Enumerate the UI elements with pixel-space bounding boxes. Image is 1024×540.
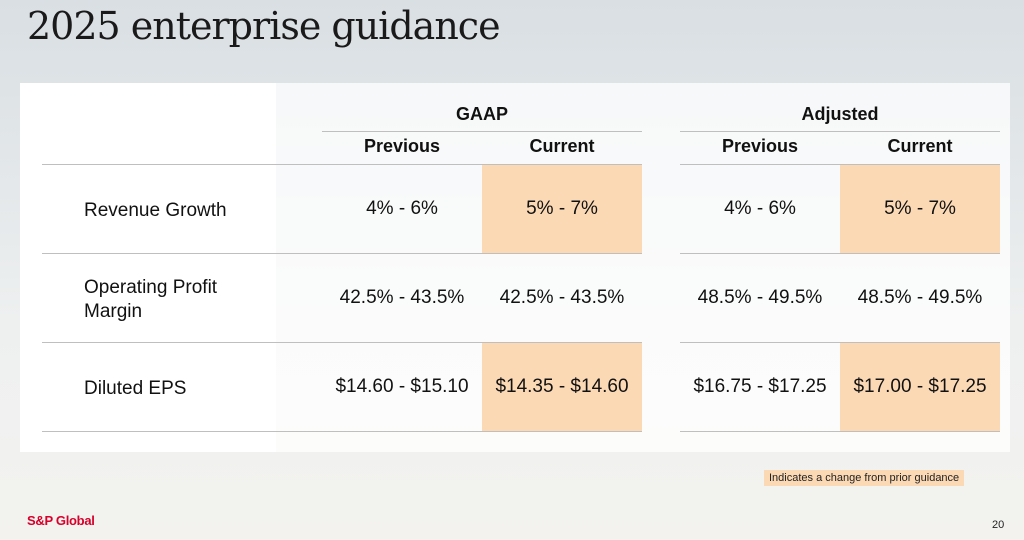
eps-gaap-previous: $14.60 - $15.10 [335, 376, 469, 397]
row-label-column [20, 83, 276, 452]
page-title: 2025 enterprise guidance [27, 4, 501, 48]
eps-adjusted-current: $17.00 - $17.25 [840, 343, 1000, 431]
row-divider [42, 342, 642, 343]
row-label-operating-profit-margin: Operating Profit Margin [84, 276, 217, 324]
row-label-line: Operating Profit [84, 277, 218, 298]
margin-gaap-current: 42.5% - 43.5% [499, 287, 625, 308]
row-label-line: Margin [84, 301, 143, 322]
row-divider [42, 431, 642, 432]
row-divider [680, 431, 1000, 432]
row-divider [42, 253, 642, 254]
eps-gaap-current: $14.35 - $14.60 [482, 343, 642, 431]
gaap-current-header: Current [529, 136, 595, 156]
header-divider [42, 164, 642, 165]
revenue-gaap-current: 5% - 7% [482, 165, 642, 253]
header-divider [680, 164, 1000, 165]
row-label-diluted-eps: Diluted EPS [84, 378, 187, 399]
margin-adjusted-previous: 48.5% - 49.5% [697, 287, 823, 308]
margin-gaap-previous: 42.5% - 43.5% [339, 287, 465, 308]
revenue-gaap-previous: 4% - 6% [366, 198, 438, 219]
margin-adjusted-current: 48.5% - 49.5% [857, 287, 983, 308]
adjusted-current-header: Current [887, 136, 953, 156]
gaap-header: GAAP [455, 104, 508, 124]
row-divider [680, 253, 1000, 254]
gaap-previous-header: Previous [363, 136, 441, 156]
adjusted-header: Adjusted [801, 104, 879, 124]
page-number: 20 [992, 519, 1005, 531]
adjusted-previous-header: Previous [721, 136, 799, 156]
gaap-underline [322, 131, 642, 132]
revenue-adjusted-previous: 4% - 6% [724, 198, 796, 219]
row-label-revenue-growth: Revenue Growth [84, 200, 227, 221]
eps-adjusted-previous: $16.75 - $17.25 [693, 376, 827, 397]
row-divider [680, 342, 1000, 343]
revenue-adjusted-current: 5% - 7% [840, 165, 1000, 253]
guidance-table: GAAP Adjusted Previous Current Previous … [20, 83, 1010, 452]
change-legend: Indicates a change from prior guidance [764, 470, 965, 486]
sp-global-logo: S&P Global [27, 513, 95, 528]
adjusted-underline [680, 131, 1000, 132]
